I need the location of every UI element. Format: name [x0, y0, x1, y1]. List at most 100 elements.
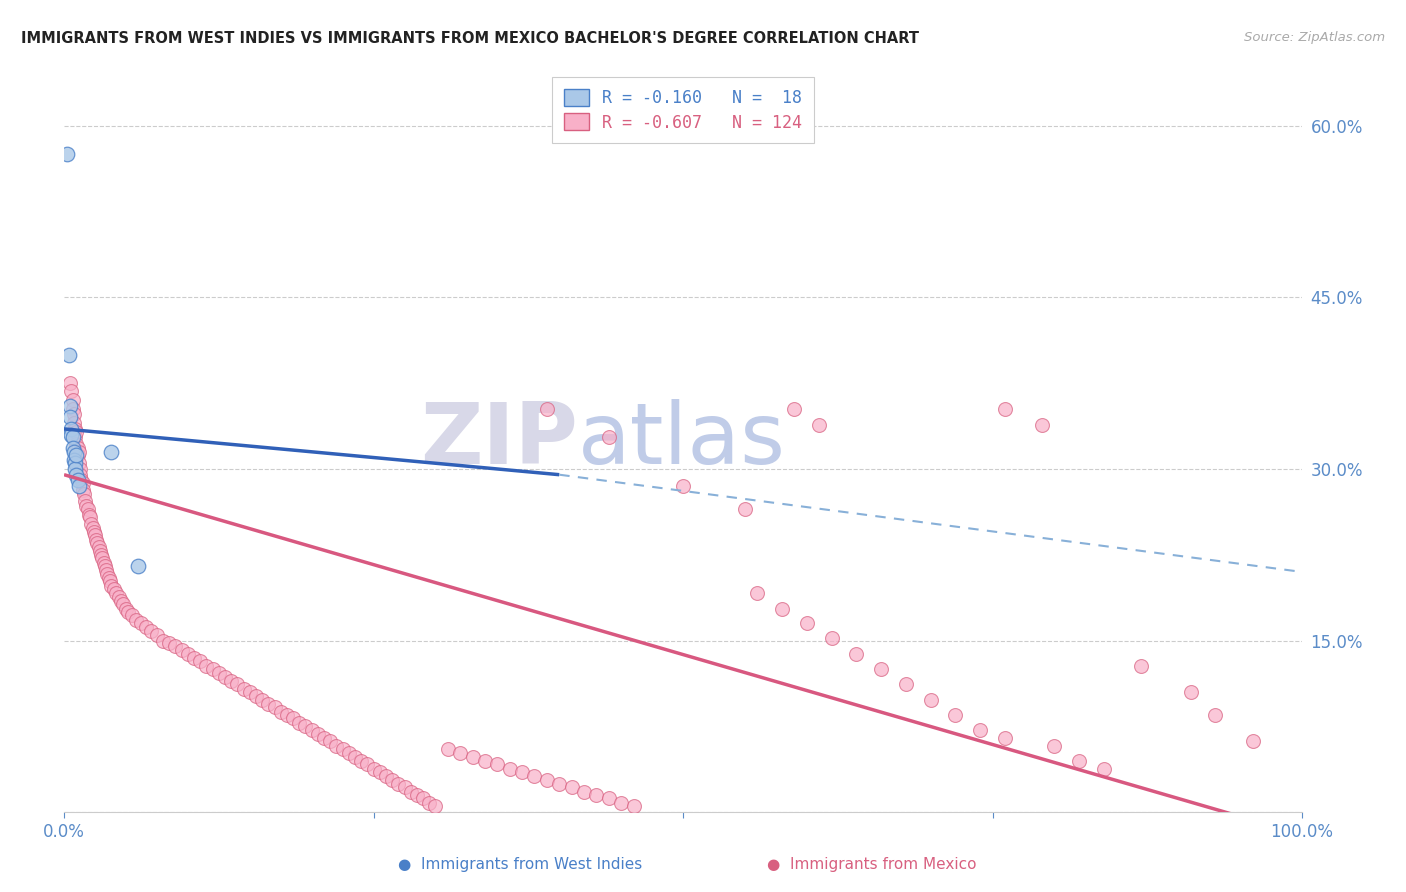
Point: [146, 628, 169, 642]
Point: [845, 648, 868, 662]
Point: [239, 685, 262, 699]
Point: [412, 791, 434, 805]
Point: [374, 769, 396, 783]
Point: [75, 499, 97, 513]
Point: [548, 776, 571, 790]
Point: [250, 693, 273, 707]
Point: [387, 776, 409, 790]
Point: [107, 590, 129, 604]
Point: [59, 376, 82, 391]
Point: [994, 402, 1017, 417]
Point: [59, 399, 82, 413]
Point: [232, 681, 254, 696]
Point: [80, 516, 103, 531]
Text: ●  Immigrants from Mexico: ● Immigrants from Mexico: [766, 857, 977, 872]
Point: [112, 597, 135, 611]
Point: [63, 422, 86, 436]
Point: [65, 467, 87, 482]
Point: [129, 616, 152, 631]
Point: [152, 633, 174, 648]
Point: [368, 765, 391, 780]
Point: [125, 613, 148, 627]
Point: [276, 708, 298, 723]
Point: [312, 731, 335, 745]
Point: [610, 796, 633, 810]
Point: [201, 662, 224, 676]
Point: [461, 750, 484, 764]
Point: [100, 445, 122, 459]
Point: [62, 402, 84, 417]
Point: [103, 582, 125, 596]
Point: [67, 456, 90, 470]
Point: [945, 708, 967, 723]
Point: [281, 711, 304, 725]
Point: [117, 605, 139, 619]
Point: [894, 677, 917, 691]
Point: [63, 452, 86, 467]
Point: [1092, 762, 1115, 776]
Point: [87, 540, 110, 554]
Point: [245, 689, 267, 703]
Point: [356, 757, 378, 772]
Point: [63, 445, 86, 459]
Point: [77, 508, 100, 522]
Point: [808, 418, 831, 433]
Point: [66, 448, 89, 462]
Point: [572, 784, 595, 798]
Point: [263, 700, 285, 714]
Point: [301, 723, 323, 737]
Point: [332, 742, 354, 756]
Point: [672, 479, 695, 493]
Point: [79, 510, 101, 524]
Point: [796, 616, 818, 631]
Point: [127, 559, 149, 574]
Point: [425, 799, 447, 814]
Point: [165, 640, 187, 654]
Point: [115, 601, 138, 615]
Text: ●  Immigrants from West Indies: ● Immigrants from West Indies: [398, 857, 643, 872]
Point: [449, 746, 471, 760]
Point: [72, 475, 94, 490]
Point: [1180, 685, 1202, 699]
Point: [561, 780, 583, 794]
Point: [969, 723, 991, 737]
Point: [170, 642, 193, 657]
Point: [84, 533, 107, 547]
Point: [381, 773, 404, 788]
Point: [84, 528, 107, 542]
Point: [598, 791, 620, 805]
Point: [66, 442, 89, 456]
Point: [65, 437, 87, 451]
Point: [63, 462, 86, 476]
Point: [86, 536, 108, 550]
Point: [257, 697, 280, 711]
Point: [1031, 418, 1053, 433]
Point: [363, 762, 385, 776]
Point: [536, 773, 558, 788]
Point: [100, 579, 122, 593]
Point: [523, 769, 546, 783]
Point: [734, 502, 756, 516]
Point: [585, 788, 607, 802]
Point: [93, 556, 115, 570]
Point: [58, 347, 80, 361]
Point: [1204, 708, 1226, 723]
Point: [90, 548, 112, 562]
Point: [294, 719, 316, 733]
Point: [350, 754, 373, 768]
Point: [70, 474, 93, 488]
Point: [325, 739, 347, 753]
Point: [1130, 658, 1153, 673]
Point: [63, 416, 86, 430]
Point: [82, 521, 104, 535]
Point: [96, 567, 118, 582]
Point: [60, 427, 83, 442]
Point: [1241, 734, 1264, 748]
Point: [319, 734, 342, 748]
Point: [89, 544, 111, 558]
Point: [60, 422, 83, 436]
Point: [770, 601, 793, 615]
Point: [75, 494, 97, 508]
Text: atlas: atlas: [578, 399, 786, 482]
Point: [747, 585, 769, 599]
